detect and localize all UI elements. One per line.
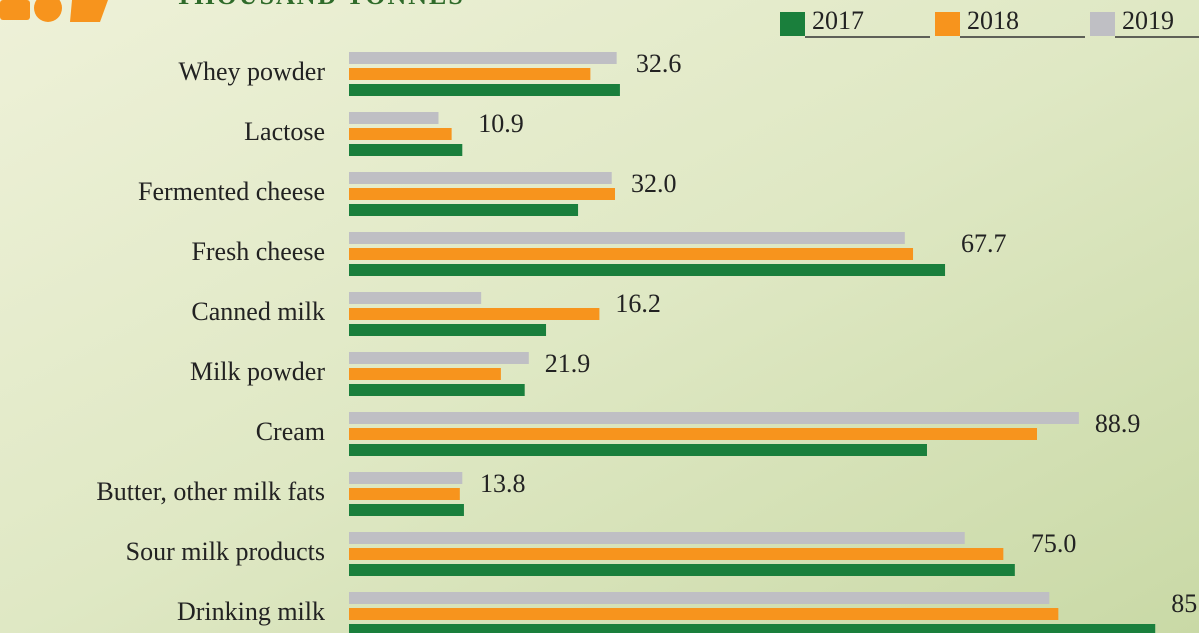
bar [349, 488, 460, 500]
category-label: Lactose [244, 117, 325, 146]
category-label: Whey powder [178, 57, 325, 86]
value-label: 32.6 [636, 49, 682, 78]
category-label: Cream [256, 417, 325, 446]
legend-label: 2019 [1122, 6, 1174, 35]
bar [349, 308, 599, 320]
page: THOUSAND TONNES 2017 2018 2019 Whey powder 3… [0, 0, 1199, 633]
category-label: Canned milk [191, 297, 325, 326]
value-label: 88.9 [1095, 409, 1141, 438]
bar [349, 52, 617, 64]
legend-label: 2018 [967, 6, 1019, 35]
category-label: Drinking milk [177, 597, 325, 626]
bar [349, 144, 462, 156]
value-label: 85.3 [1171, 589, 1199, 618]
value-label: 32.0 [631, 169, 677, 198]
bar [349, 384, 525, 396]
bar [349, 188, 615, 200]
legend-swatch [935, 12, 960, 36]
legend-swatch [1090, 12, 1115, 36]
value-label: 10.9 [478, 109, 523, 138]
legend-label: 2017 [812, 6, 864, 35]
category-label: Milk powder [190, 357, 325, 386]
bar [349, 548, 1003, 560]
category-label: Sour milk products [126, 537, 325, 566]
bar [349, 412, 1079, 424]
bar [349, 68, 590, 80]
bar [349, 84, 620, 96]
bar [349, 592, 1049, 604]
chart: THOUSAND TONNES 2017 2018 2019 Whey powder 3… [0, 0, 1199, 633]
value-label: 67.7 [961, 229, 1007, 258]
bar [349, 204, 578, 216]
bar [349, 264, 945, 276]
bar [349, 504, 464, 516]
value-label: 13.8 [480, 469, 526, 498]
bar [349, 128, 452, 140]
bar [349, 248, 913, 260]
bar [349, 444, 927, 456]
bar [349, 564, 1015, 576]
bar [349, 608, 1058, 620]
bar [349, 368, 501, 380]
bar [349, 352, 529, 364]
chart-title: THOUSAND TONNES [175, 0, 465, 10]
bar [349, 472, 462, 484]
bar [349, 324, 546, 336]
category-label: Fresh cheese [191, 237, 325, 266]
value-label: 75.0 [1031, 529, 1077, 558]
logo-icon [0, 0, 108, 22]
value-label: 16.2 [615, 289, 661, 318]
bar [349, 292, 481, 304]
bar [349, 428, 1037, 440]
bar [349, 112, 438, 124]
bar [349, 532, 965, 544]
category-label: Fermented cheese [138, 177, 325, 206]
value-label: 21.9 [545, 349, 591, 378]
category-label: Butter, other milk fats [96, 477, 325, 506]
bar [349, 172, 612, 184]
bar [349, 624, 1155, 633]
bar [349, 232, 905, 244]
legend-swatch [780, 12, 805, 36]
